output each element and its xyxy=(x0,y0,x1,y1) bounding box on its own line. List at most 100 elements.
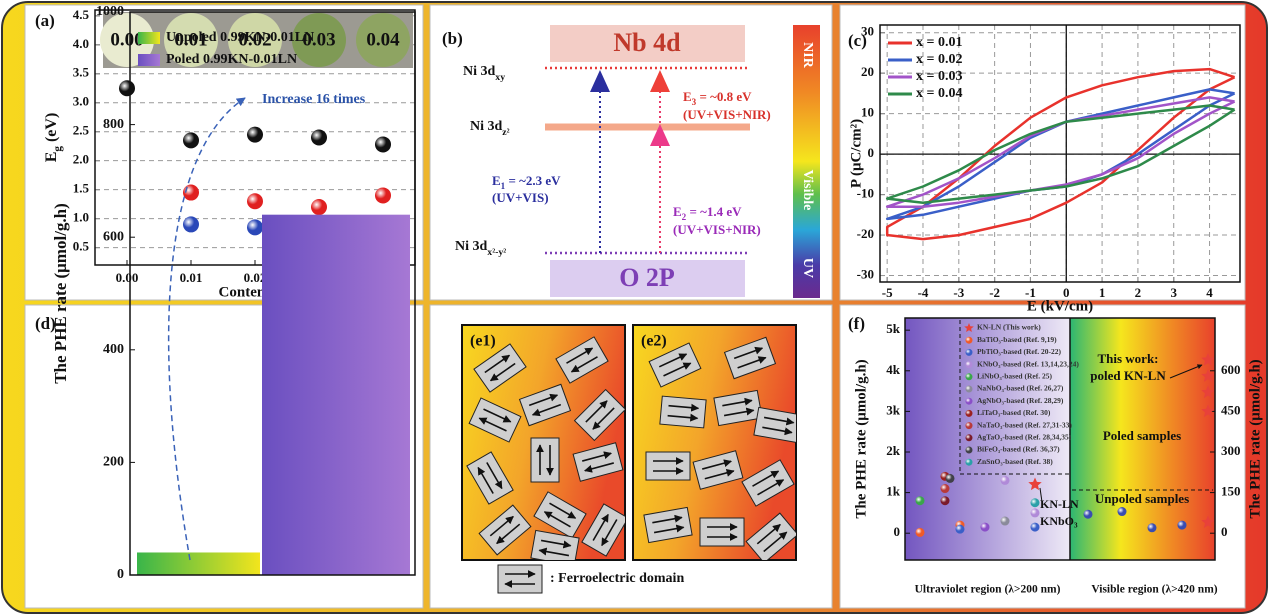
point xyxy=(1201,515,1215,528)
y2-tick-label: 0 xyxy=(1221,524,1228,539)
y-tick-label: 20 xyxy=(861,64,874,79)
y-tick-label: 200 xyxy=(103,455,124,470)
point xyxy=(1030,508,1040,518)
domain-body xyxy=(497,564,543,594)
domain-body xyxy=(530,437,560,483)
legend-label: NaTaO₃-based (Ref. 27,31-33) xyxy=(977,420,1072,429)
level-label-part: xy xyxy=(495,72,505,83)
point xyxy=(1030,522,1040,532)
polarization xyxy=(653,524,685,534)
point xyxy=(1201,404,1215,418)
sample-photo xyxy=(356,13,410,67)
legend-marker xyxy=(965,348,973,356)
energy-label-part: E xyxy=(492,173,501,188)
domain-body xyxy=(741,459,795,507)
legend-label: x = 0.04 xyxy=(916,86,962,101)
point xyxy=(980,522,990,532)
legend-marker xyxy=(965,397,973,405)
legend-label: BaTiO₃-based (Ref. 9,19) xyxy=(977,335,1057,344)
point xyxy=(183,216,199,233)
legend-marker xyxy=(965,409,973,417)
polarization xyxy=(540,539,572,549)
annotation: This work: xyxy=(1097,351,1158,366)
point xyxy=(375,187,391,204)
y-axis-label: The PHE rate (μmol/g.h) xyxy=(853,359,869,518)
point xyxy=(311,199,327,216)
y-tick-label: -10 xyxy=(857,186,874,201)
y-axis-label: Eg (eV) xyxy=(43,113,64,163)
legend-label: LiTaO₃-based (Ref. 30) xyxy=(977,408,1051,417)
polarization xyxy=(702,459,732,470)
y2-tick-label: 600 xyxy=(1221,362,1241,377)
domain-body xyxy=(530,529,580,560)
y-tick-label: 0 xyxy=(868,145,875,160)
bar xyxy=(262,214,410,575)
energy-label-part: E xyxy=(683,89,692,104)
point xyxy=(1117,507,1127,517)
legend-marker xyxy=(965,422,973,430)
polarization xyxy=(496,523,521,545)
legend-label: x = 0.02 xyxy=(916,52,962,67)
legend-label: x = 0.03 xyxy=(916,69,962,84)
point xyxy=(940,496,950,506)
energy-label-part: E xyxy=(673,204,682,219)
x-tick-label: 0 xyxy=(1063,285,1070,300)
legend-marker xyxy=(965,385,973,393)
arrowhead xyxy=(590,70,610,92)
domain xyxy=(723,336,777,380)
energy-label: E1 = ~2.3 eV xyxy=(492,173,561,191)
domain xyxy=(497,564,543,594)
polarization xyxy=(483,408,512,423)
domains-e1 xyxy=(466,336,625,560)
legend-label: Unpoled 0.99KN-0.01LN xyxy=(166,30,314,45)
domain xyxy=(745,512,796,560)
y-tick-label: 5k xyxy=(886,321,901,336)
y-tick-label: 600 xyxy=(103,229,124,244)
y-tick-label: 30 xyxy=(861,24,874,39)
point xyxy=(915,496,925,506)
level-label: Ni 3dxy xyxy=(463,64,505,83)
domain xyxy=(518,383,572,427)
polarization xyxy=(652,514,683,524)
point xyxy=(247,126,263,143)
polarization xyxy=(592,513,609,541)
spectrum-label: Visible xyxy=(800,170,815,211)
legend-swatch xyxy=(138,54,160,66)
level-label-part: Ni 3d xyxy=(463,64,496,79)
energy-label-part: 3 xyxy=(692,97,697,107)
x-axis-label: E (kV/cm) xyxy=(1027,298,1093,314)
legend-label: LiNbO₃-based (Ref. 25) xyxy=(977,372,1052,381)
spectrum-bar xyxy=(793,25,820,298)
domain-body xyxy=(466,451,514,505)
point xyxy=(1028,477,1042,491)
legend-swatch xyxy=(138,32,160,44)
domain-body xyxy=(745,512,796,560)
domain-body xyxy=(659,395,707,429)
domain-body xyxy=(699,517,745,547)
polarization xyxy=(549,502,577,519)
panel-label: (b) xyxy=(442,29,463,48)
bar xyxy=(137,552,260,575)
domain xyxy=(699,517,745,547)
domain-body xyxy=(468,397,522,443)
legend-marker xyxy=(964,323,974,332)
y-tick-label: 3.5 xyxy=(73,65,90,80)
energy-label-part: 2 xyxy=(682,212,687,222)
panel-label: (d) xyxy=(35,314,56,333)
domain xyxy=(572,442,624,482)
domain xyxy=(645,451,691,481)
sample-label: 0.00 xyxy=(110,29,143,50)
o-label: O 2P xyxy=(619,263,675,292)
legend-label: PbTiO₃-based (Ref. 20-22) xyxy=(977,347,1061,356)
point xyxy=(1201,353,1215,366)
level-label: Ni 3dz² xyxy=(470,119,510,138)
x-tick-label: -1 xyxy=(1025,285,1036,300)
polarization xyxy=(543,511,571,528)
y-tick-label: 800 xyxy=(103,117,124,132)
legend-label: KN-LN (This work) xyxy=(977,323,1041,332)
arrowhead xyxy=(650,70,670,92)
y-tick-label: 2.5 xyxy=(73,123,90,138)
o-band xyxy=(550,260,745,297)
